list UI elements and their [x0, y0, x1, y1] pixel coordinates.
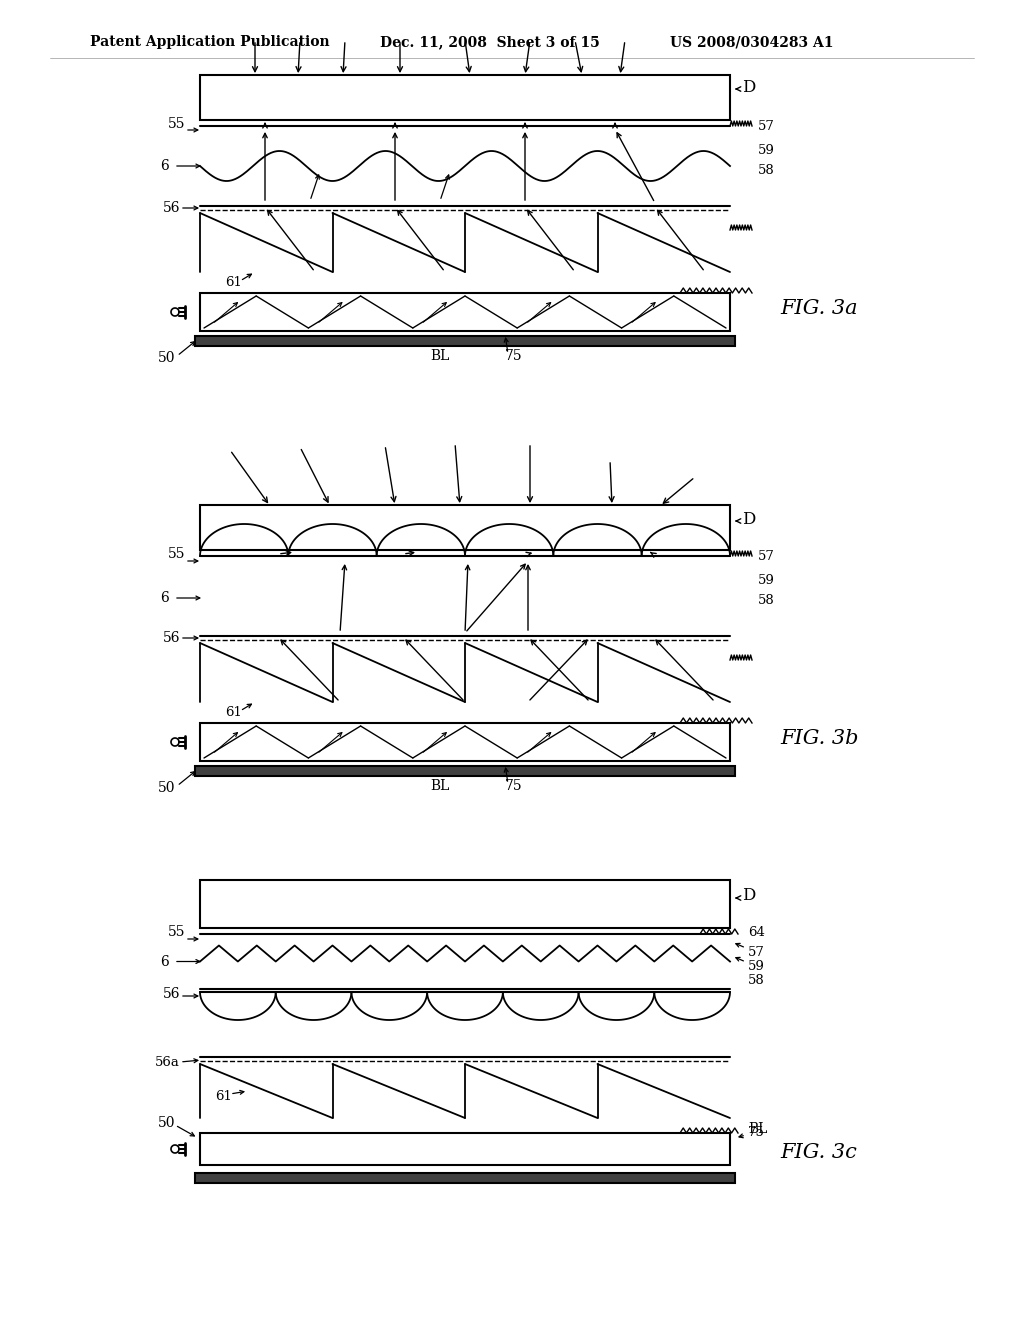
Text: D: D: [742, 78, 756, 95]
Bar: [200, 75, 730, 120]
Text: 6: 6: [160, 591, 169, 605]
Text: 6: 6: [160, 158, 169, 173]
Text: 57: 57: [758, 120, 775, 132]
Text: BL: BL: [748, 1122, 767, 1137]
Text: 58: 58: [758, 594, 775, 607]
Text: 59: 59: [748, 960, 765, 973]
Text: 57: 57: [758, 549, 775, 562]
Text: FIG. 3b: FIG. 3b: [780, 729, 858, 747]
Text: 58: 58: [748, 974, 765, 986]
Text: D: D: [742, 511, 756, 528]
Text: 75: 75: [505, 348, 522, 363]
Text: FIG. 3a: FIG. 3a: [780, 298, 858, 318]
Bar: [195, 337, 735, 346]
Text: Dec. 11, 2008  Sheet 3 of 15: Dec. 11, 2008 Sheet 3 of 15: [380, 36, 600, 49]
Text: 61: 61: [215, 1089, 231, 1102]
Text: 64: 64: [748, 925, 765, 939]
Text: 56a: 56a: [155, 1056, 180, 1068]
Text: BL: BL: [430, 348, 450, 363]
Text: 59: 59: [758, 574, 775, 587]
Text: 59: 59: [758, 144, 775, 157]
Bar: [200, 1133, 730, 1166]
Text: 50: 50: [158, 781, 175, 795]
Text: 61: 61: [225, 706, 242, 719]
Bar: [195, 1173, 735, 1183]
Text: 56: 56: [163, 631, 180, 645]
Text: 58: 58: [758, 165, 775, 177]
Bar: [200, 723, 730, 762]
Text: 55: 55: [168, 546, 185, 561]
Text: 56: 56: [163, 987, 180, 1001]
Text: 55: 55: [168, 117, 185, 131]
Text: 57: 57: [748, 945, 765, 958]
Text: 50: 50: [158, 1115, 175, 1130]
Bar: [200, 506, 730, 550]
Text: Patent Application Publication: Patent Application Publication: [90, 36, 330, 49]
Bar: [195, 766, 735, 776]
Bar: [200, 293, 730, 331]
Text: 55: 55: [168, 925, 185, 939]
Text: FIG. 3c: FIG. 3c: [780, 1143, 857, 1163]
Bar: [200, 880, 730, 928]
Text: 75: 75: [505, 779, 522, 793]
Text: 75: 75: [748, 1126, 765, 1139]
Text: D: D: [742, 887, 756, 904]
Text: BL: BL: [430, 779, 450, 793]
Text: 50: 50: [158, 351, 175, 366]
Text: 56: 56: [163, 201, 180, 215]
Text: 6: 6: [160, 954, 169, 969]
Text: US 2008/0304283 A1: US 2008/0304283 A1: [670, 36, 834, 49]
Text: 61: 61: [225, 276, 242, 289]
